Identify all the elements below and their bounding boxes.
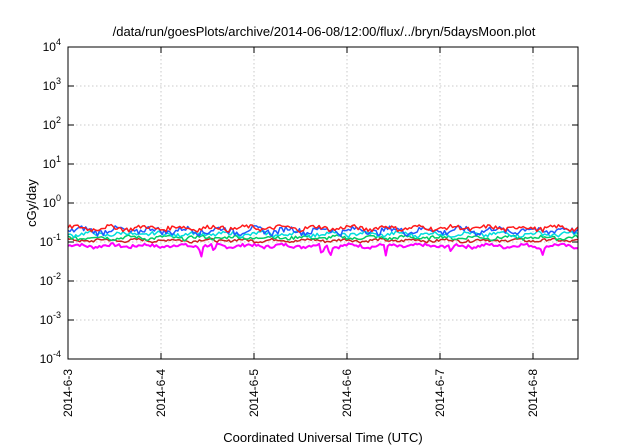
y-tick-exponent: 0 [56, 193, 61, 203]
chart-title: /data/run/goesPlots/archive/2014-06-08/1… [113, 24, 536, 39]
grid [68, 47, 578, 359]
y-tick-exponent: 3 [56, 76, 61, 86]
x-tick-label: 2014-6-7 [433, 369, 447, 417]
series-layer [67, 223, 579, 258]
series-line [67, 225, 579, 238]
y-tick-exponent: -1 [53, 232, 61, 242]
y-axis-label: cGy/day [24, 179, 39, 227]
y-tick-base: 10 [40, 235, 54, 249]
y-tick-label: 102 [43, 115, 61, 132]
series-line [67, 234, 579, 242]
x-axis-label: Coordinated Universal Time (UTC) [223, 430, 422, 445]
y-tick-base: 10 [43, 196, 57, 210]
y-tick-base: 10 [43, 157, 57, 171]
y-tick-label: 10-4 [40, 349, 61, 366]
y-tick-label: 10-2 [40, 271, 61, 288]
x-axis-ticks: 2014-6-3 2014-6-4 2014-6-5 2014-6-6 2014-6-7… [61, 47, 540, 417]
y-tick-exponent: -2 [53, 271, 61, 281]
y-tick-label: 104 [43, 37, 61, 54]
y-tick-base: 10 [43, 40, 57, 54]
y-tick-base: 10 [40, 313, 54, 327]
y-tick-exponent: 4 [56, 37, 61, 47]
y-tick-exponent: -4 [53, 349, 61, 359]
y-tick-exponent: -3 [53, 310, 61, 320]
y-tick-base: 10 [40, 274, 54, 288]
series-line [67, 242, 579, 258]
y-tick-label: 10-1 [40, 232, 61, 249]
y-tick-base: 10 [43, 79, 57, 93]
y-tick-base: 10 [43, 118, 57, 132]
x-tick-label: 2014-6-5 [247, 369, 261, 417]
y-tick-base: 10 [40, 352, 54, 366]
y-tick-label: 101 [43, 154, 61, 171]
x-tick-label: 2014-6-8 [526, 369, 540, 417]
y-tick-label: 100 [43, 193, 61, 210]
y-tick-exponent: 1 [56, 154, 61, 164]
y-tick-exponent: 2 [56, 115, 61, 125]
x-tick-label: 2014-6-3 [61, 369, 75, 417]
series-line [67, 223, 579, 233]
x-tick-label: 2014-6-6 [340, 369, 354, 417]
x-tick-label: 2014-6-4 [154, 369, 168, 417]
y-tick-label: 10-3 [40, 310, 61, 327]
series-line [67, 230, 579, 239]
y-tick-label: 103 [43, 76, 61, 93]
